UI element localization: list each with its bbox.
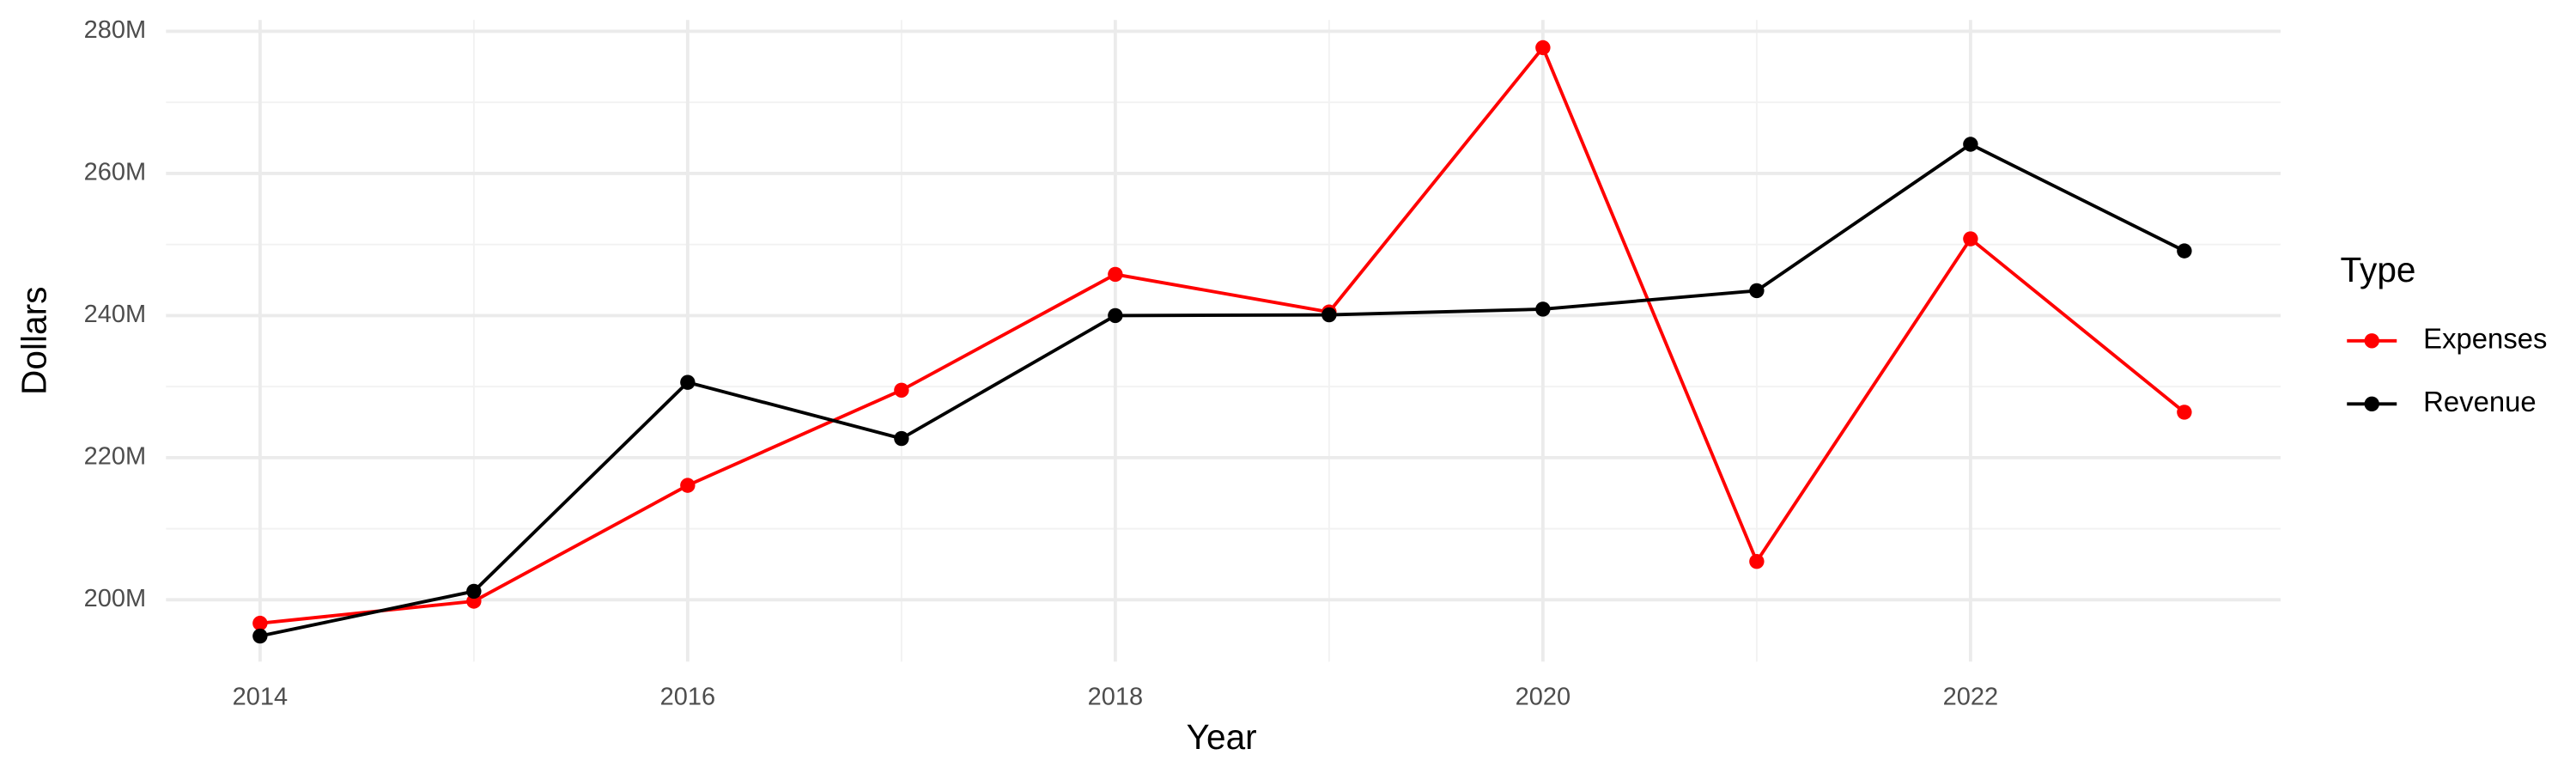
point	[894, 382, 909, 398]
point	[1108, 266, 1123, 283]
point	[2177, 243, 2192, 259]
y-tick-label: 260M	[84, 159, 147, 186]
point	[680, 374, 696, 390]
point	[1321, 307, 1337, 323]
y-axis-title: Dollars	[14, 287, 53, 395]
y-tick-label: 220M	[84, 443, 147, 471]
x-tick-label: 2018	[1088, 684, 1143, 711]
y-tick-label: 280M	[84, 16, 147, 44]
x-tick-label: 2014	[233, 684, 288, 711]
legend-label: Expenses	[2423, 322, 2547, 354]
x-tick-label: 2022	[1943, 684, 1998, 711]
point	[1535, 301, 1551, 317]
x-tick-label: 2016	[660, 684, 715, 711]
y-tick-label: 200M	[84, 585, 147, 612]
y-tick-label: 240M	[84, 301, 147, 328]
point	[680, 478, 696, 493]
point	[2177, 405, 2192, 420]
point	[894, 430, 909, 447]
point	[466, 583, 482, 600]
point	[252, 615, 268, 631]
legend-title: Type	[2341, 250, 2416, 289]
point	[1535, 40, 1551, 56]
point	[1749, 553, 1765, 569]
point	[252, 628, 268, 644]
point	[1749, 283, 1765, 299]
x-axis-title: Year	[1187, 717, 1257, 757]
legend-label: Revenue	[2423, 386, 2537, 417]
point	[1963, 231, 1978, 247]
legend-point	[2364, 333, 2379, 349]
point	[1108, 307, 1123, 324]
line	[259, 142, 2185, 638]
point	[1963, 137, 1978, 152]
x-tick-label: 2020	[1516, 684, 1571, 711]
line	[259, 44, 2186, 625]
legend-point	[2364, 396, 2379, 412]
